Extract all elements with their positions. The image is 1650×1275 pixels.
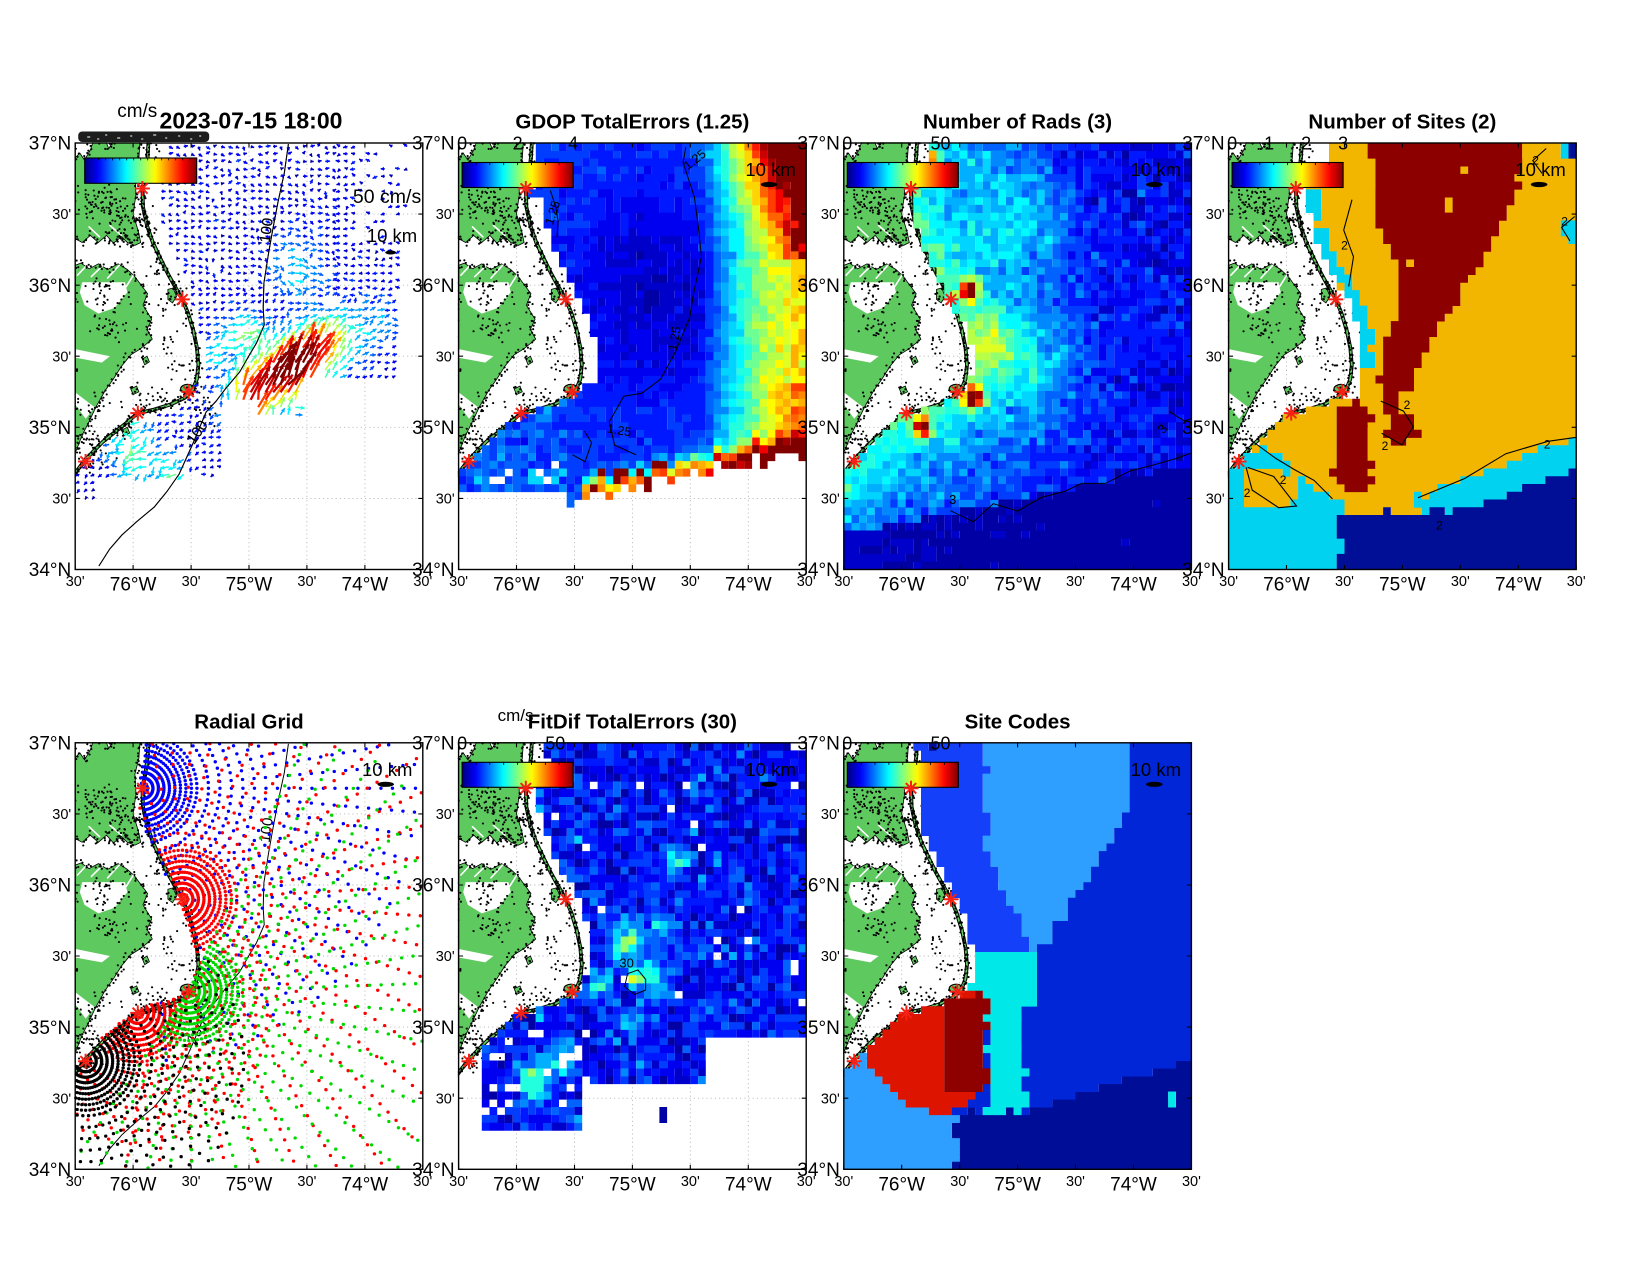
svg-text:2: 2 [1244,486,1251,500]
svg-text:100: 100 [257,217,277,244]
svg-text:10 km: 10 km [367,225,417,246]
svg-text:30: 30 [619,955,633,970]
svg-text:cm/s: cm/s [117,101,157,122]
svg-text:GDOP TotalErrors (1.25): GDOP TotalErrors (1.25) [515,111,749,134]
svg-text:2: 2 [1436,519,1443,533]
svg-text:1.25: 1.25 [606,421,632,439]
svg-text:2023-07-15 18:00: 2023-07-15 18:00 [160,108,343,134]
svg-text:2: 2 [1382,439,1389,453]
svg-text:Number of Rads (3): Number of Rads (3) [923,111,1112,134]
svg-text:2: 2 [1341,239,1348,253]
svg-text:cm/s: cm/s [498,706,534,725]
svg-text:FitDif TotalErrors (30): FitDif TotalErrors (30) [528,710,737,733]
svg-text:Site Codes: Site Codes [965,710,1071,733]
svg-text:2: 2 [1561,215,1568,229]
svg-text:Number of Sites (2): Number of Sites (2) [1308,111,1496,134]
svg-text:3: 3 [949,492,956,507]
svg-text:2: 2 [1404,398,1411,412]
svg-text:Radial Grid: Radial Grid [194,710,303,733]
svg-text:50 cm/s: 50 cm/s [353,186,422,208]
svg-text:2: 2 [1280,473,1287,487]
svg-text:2: 2 [1544,438,1551,452]
svg-text:1.25: 1.25 [666,325,684,351]
